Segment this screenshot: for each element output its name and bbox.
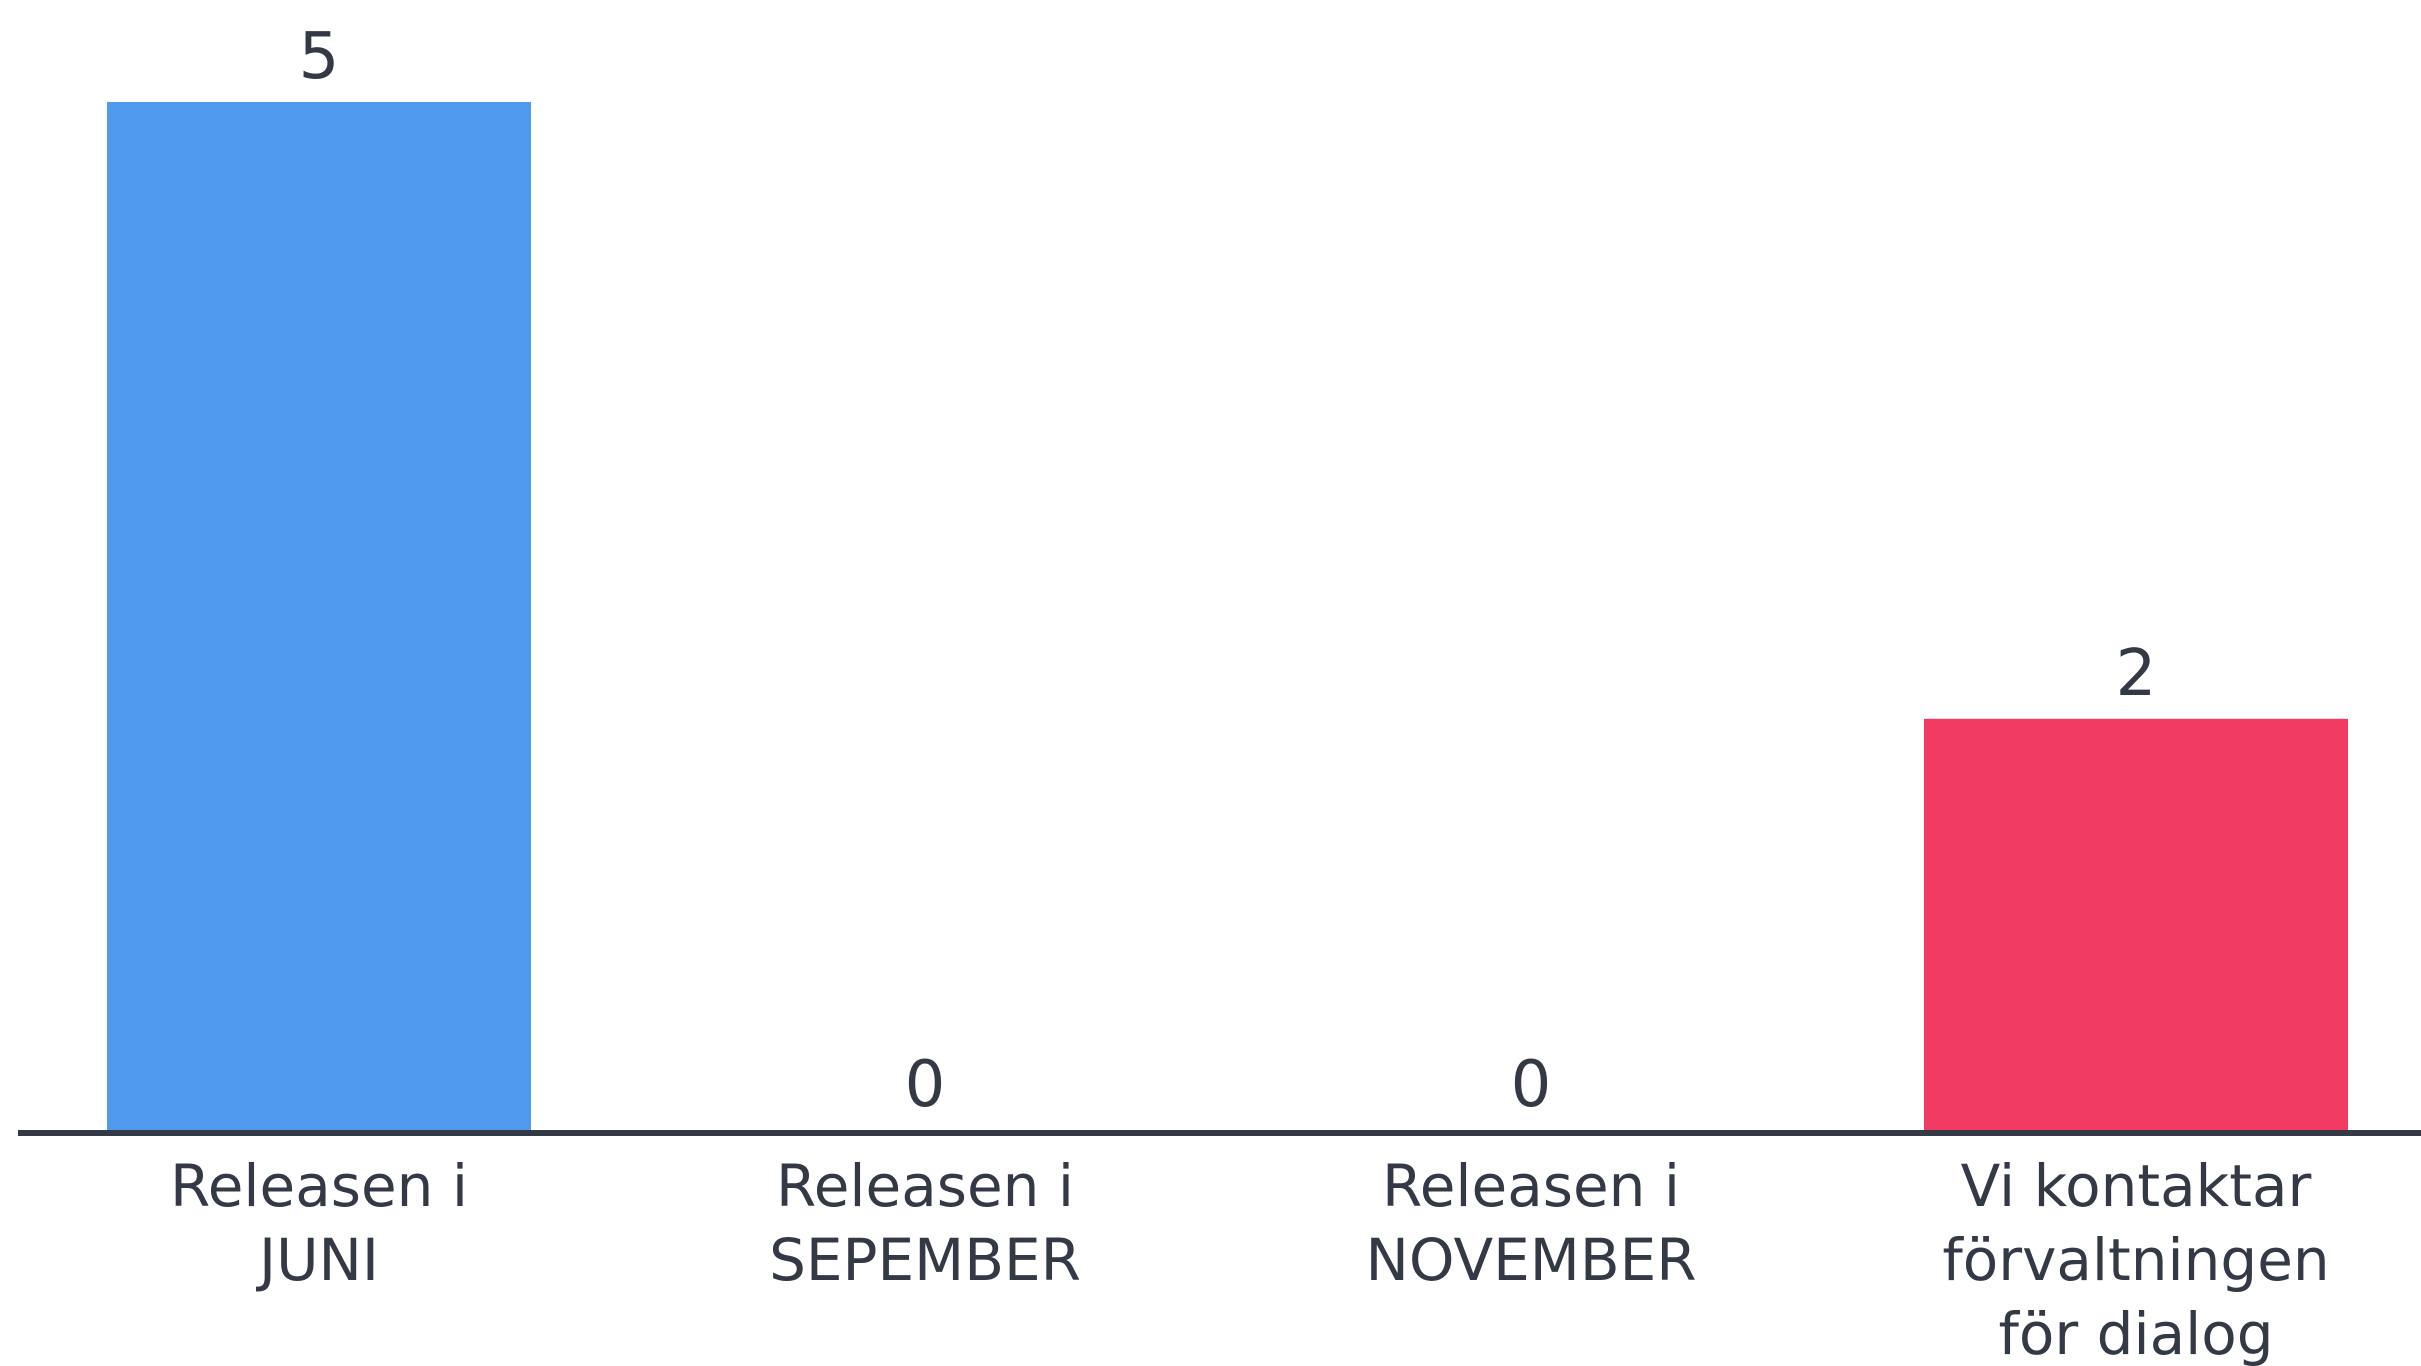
value-labels-group: 5 0 0 2 (299, 20, 2157, 1122)
category-label-2-line-1: Releasen i (776, 1152, 1074, 1220)
category-label-3-line-2: NOVEMBER (1365, 1226, 1696, 1294)
value-label-4: 2 (2116, 637, 2157, 711)
bar-1 (107, 102, 531, 1130)
value-label-2: 0 (905, 1048, 946, 1122)
bars-group (107, 102, 2348, 1130)
category-label-4-line-2: förvaltningen (1942, 1226, 2329, 1294)
value-label-1: 5 (299, 20, 340, 94)
value-label-3: 0 (1511, 1048, 1552, 1122)
bar-4 (1924, 718, 2348, 1130)
category-label-1-line-1: Releasen i (170, 1152, 468, 1220)
category-label-4-line-3: för dialog (1998, 1300, 2273, 1366)
category-label-3-line-1: Releasen i (1382, 1152, 1680, 1220)
category-label-2-line-2: SEPEMBER (769, 1226, 1081, 1294)
category-label-4-line-1: Vi kontaktar (1961, 1152, 2312, 1220)
category-label-1-line-2: JUNI (256, 1226, 379, 1294)
